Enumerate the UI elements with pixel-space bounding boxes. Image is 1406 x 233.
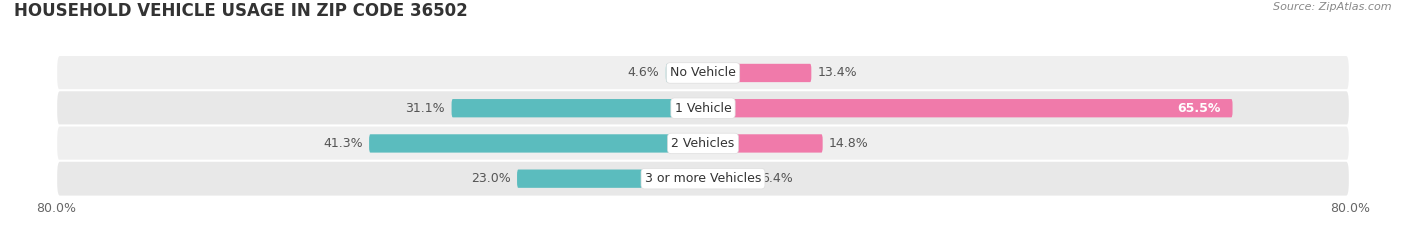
Text: 1 Vehicle: 1 Vehicle (675, 102, 731, 115)
Text: 31.1%: 31.1% (405, 102, 446, 115)
Text: 6.4%: 6.4% (761, 172, 793, 185)
FancyBboxPatch shape (451, 99, 703, 117)
FancyBboxPatch shape (703, 170, 755, 188)
Text: 41.3%: 41.3% (323, 137, 363, 150)
FancyBboxPatch shape (703, 64, 811, 82)
Text: 2 Vehicles: 2 Vehicles (672, 137, 734, 150)
Text: 14.8%: 14.8% (830, 137, 869, 150)
Text: 4.6%: 4.6% (627, 66, 659, 79)
FancyBboxPatch shape (517, 170, 703, 188)
Text: HOUSEHOLD VEHICLE USAGE IN ZIP CODE 36502: HOUSEHOLD VEHICLE USAGE IN ZIP CODE 3650… (14, 2, 468, 20)
Text: Source: ZipAtlas.com: Source: ZipAtlas.com (1274, 2, 1392, 12)
FancyBboxPatch shape (703, 134, 823, 153)
Text: 13.4%: 13.4% (818, 66, 858, 79)
FancyBboxPatch shape (56, 125, 1350, 161)
FancyBboxPatch shape (703, 99, 1233, 117)
Text: 65.5%: 65.5% (1177, 102, 1220, 115)
FancyBboxPatch shape (56, 90, 1350, 126)
FancyBboxPatch shape (370, 134, 703, 153)
Text: 3 or more Vehicles: 3 or more Vehicles (645, 172, 761, 185)
FancyBboxPatch shape (56, 161, 1350, 197)
FancyBboxPatch shape (56, 55, 1350, 91)
Text: No Vehicle: No Vehicle (671, 66, 735, 79)
Text: 23.0%: 23.0% (471, 172, 510, 185)
FancyBboxPatch shape (666, 64, 703, 82)
